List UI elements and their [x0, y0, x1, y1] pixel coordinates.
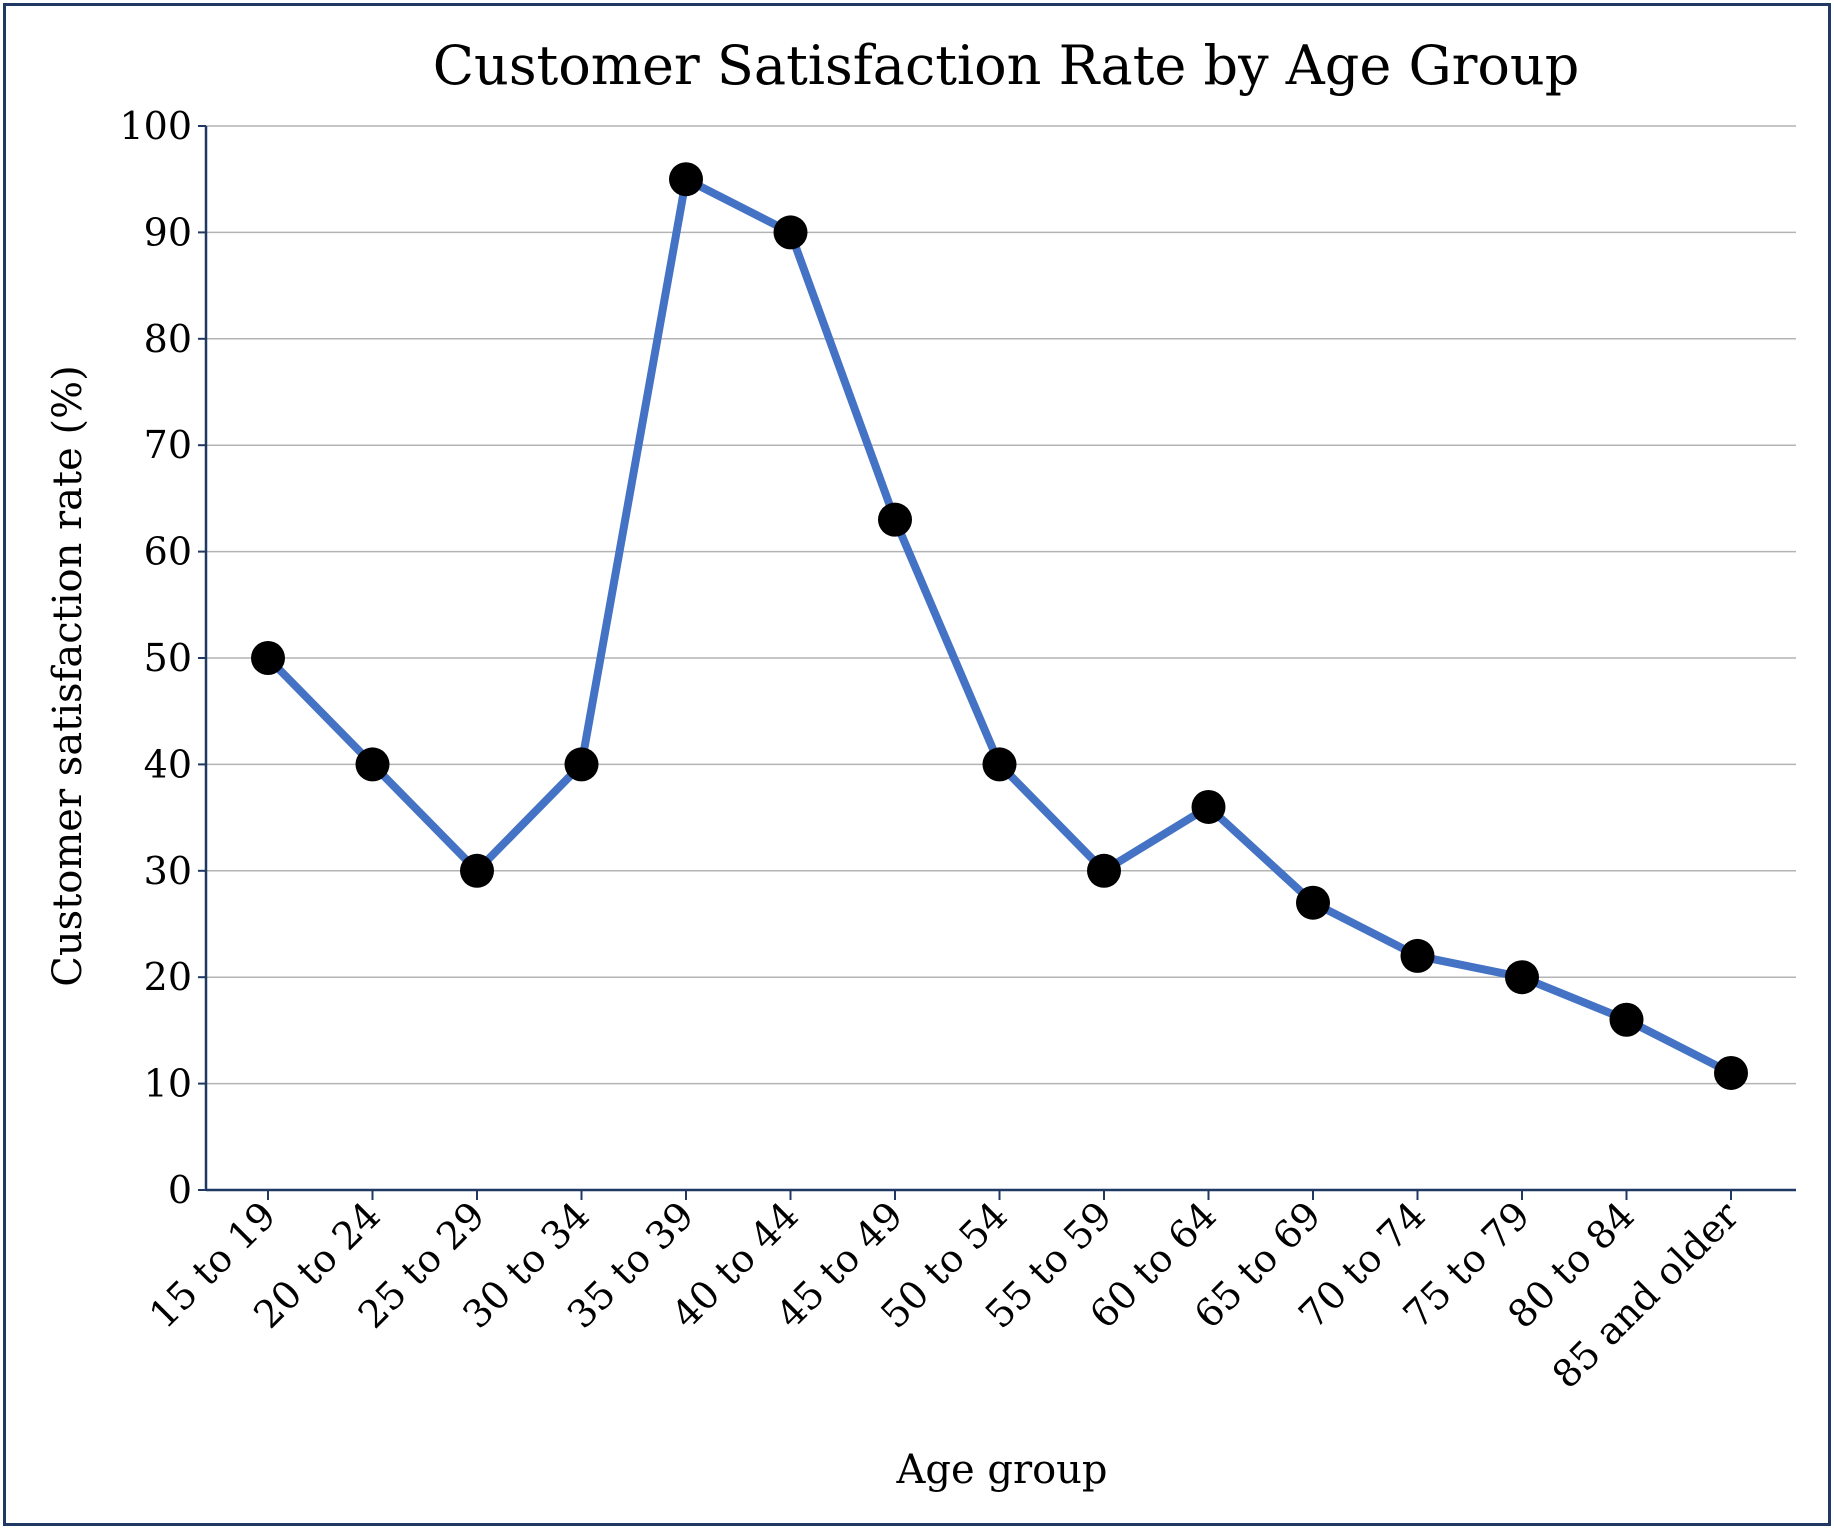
y-tick-label: 40 [144, 742, 192, 786]
data-point [1191, 789, 1226, 824]
y-tick-label: 20 [144, 955, 192, 999]
data-point [1400, 938, 1435, 973]
y-axis-ticks: 0 10 20 30 40 50 60 70 80 90 100 [119, 104, 206, 1212]
data-point [773, 215, 808, 250]
data-point [1505, 960, 1539, 995]
y-tick-label: 100 [119, 104, 192, 148]
y-tick-label: 10 [144, 1062, 192, 1106]
data-point [878, 502, 912, 537]
data-point [251, 641, 285, 675]
y-tick-label: 30 [144, 849, 192, 893]
data-point [669, 162, 703, 197]
series [251, 162, 1748, 1090]
data-point [1087, 853, 1121, 888]
grid-lines [206, 125, 1796, 1085]
data-point [1714, 1055, 1748, 1090]
y-axis-label: Customer satisfaction rate (%) [45, 365, 91, 986]
chart-frame: Customer Satisfaction Rate by Age Group … [3, 3, 1831, 1526]
data-point [460, 853, 494, 888]
y-tick-label: 50 [144, 636, 192, 680]
x-tick-label: 85 and older [1544, 1193, 1748, 1397]
y-tick-label: 70 [144, 423, 192, 467]
data-point [1296, 885, 1330, 920]
data-point [564, 747, 599, 782]
series-line [264, 175, 1735, 1077]
line-chart: Customer Satisfaction Rate by Age Group … [45, 34, 1796, 1493]
y-tick-label: 0 [168, 1168, 192, 1212]
data-point [1609, 1002, 1644, 1037]
data-point [355, 747, 390, 782]
x-axis-label: Age group [895, 1447, 1107, 1493]
y-tick-label: 60 [144, 530, 192, 574]
chart-title: Customer Satisfaction Rate by Age Group [433, 34, 1580, 97]
y-tick-label: 90 [144, 210, 192, 254]
y-tick-label: 80 [144, 317, 192, 361]
data-point [982, 747, 1017, 782]
